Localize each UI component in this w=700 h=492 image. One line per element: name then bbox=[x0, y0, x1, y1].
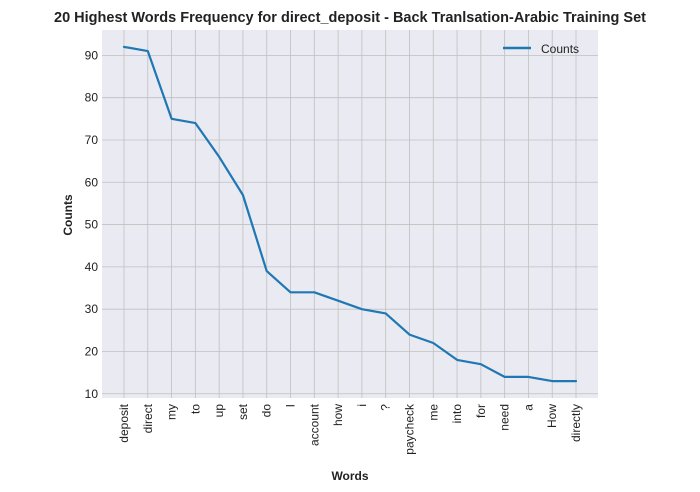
x-tick-label: i bbox=[355, 404, 369, 407]
x-tick-label: How bbox=[545, 404, 559, 428]
x-tick-label: need bbox=[498, 404, 512, 431]
y-tick-label: 20 bbox=[85, 344, 99, 358]
y-tick-label: 90 bbox=[85, 48, 99, 62]
series-line-counts bbox=[122, 45, 578, 383]
y-tick-label: 10 bbox=[85, 387, 99, 401]
x-tick-label: I bbox=[284, 404, 298, 407]
x-tick-label: me bbox=[426, 404, 440, 421]
y-tick-label: 40 bbox=[85, 260, 99, 274]
x-tick-label: direct bbox=[141, 403, 155, 433]
grid-lines bbox=[102, 30, 598, 398]
x-tick-label: a bbox=[521, 404, 535, 411]
x-tick-label: up bbox=[212, 404, 226, 418]
y-axis: 10 20 30 40 50 60 70 80 90 bbox=[85, 48, 99, 400]
x-tick-label: directly bbox=[569, 404, 583, 442]
y-tick-label: 50 bbox=[85, 218, 99, 232]
y-tick-label: 70 bbox=[85, 133, 99, 147]
x-tick-label: paycheck bbox=[402, 403, 416, 455]
y-tick-label: 60 bbox=[85, 175, 99, 189]
y-tick-label: 30 bbox=[85, 302, 99, 316]
x-tick-label: account bbox=[307, 403, 321, 446]
y-tick-label: 80 bbox=[85, 91, 99, 105]
x-tick-label: to bbox=[188, 404, 202, 414]
legend: Counts bbox=[503, 42, 579, 56]
x-axis-title: Words bbox=[331, 469, 368, 483]
x-tick-label: how bbox=[331, 404, 345, 426]
legend-label-counts: Counts bbox=[541, 42, 579, 56]
chart-title: 20 Highest Words Frequency for direct_de… bbox=[54, 10, 646, 26]
y-axis-title: Counts bbox=[61, 194, 75, 236]
x-tick-label: set bbox=[236, 403, 250, 420]
plot-area bbox=[102, 30, 598, 398]
x-tick-label: deposit bbox=[117, 403, 131, 442]
x-tick-label: into bbox=[450, 404, 464, 424]
x-tick-label: my bbox=[165, 404, 179, 420]
x-tick-label: for bbox=[474, 404, 488, 418]
x-tick-label: do bbox=[260, 404, 274, 418]
x-tick-label: ? bbox=[379, 404, 393, 411]
